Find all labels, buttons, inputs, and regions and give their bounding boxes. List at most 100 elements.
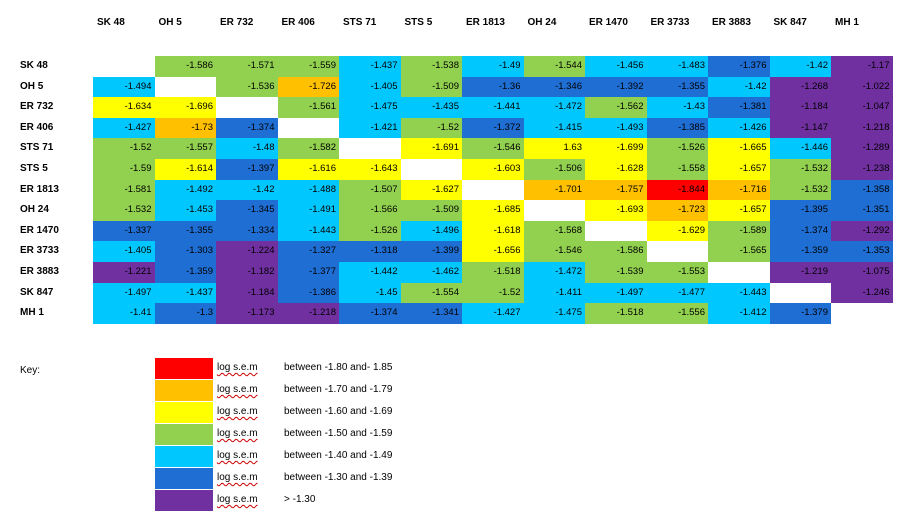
heatmap-cell: -1.526 [339,220,401,242]
heatmap-cell: -1.36 [462,76,524,98]
heatmap-cell: -1.565 [708,241,770,262]
heatmap-cell: -1.494 [93,76,155,98]
heatmap-cell: -1.41 [93,303,155,324]
heatmap-cell: -1.52 [93,138,155,159]
row-label: ER 3733 [20,245,59,257]
key-range: between -1.60 and -1.69 [284,406,393,417]
heatmap-cell: -1.374 [339,303,401,324]
heatmap-cell: -1.582 [277,138,339,159]
heatmap-cell: -1.376 [708,56,770,77]
heatmap-cell [831,303,893,324]
heatmap-cell: -1.589 [708,220,770,242]
heatmap-cell: -1.446 [769,138,831,159]
heatmap-cell: -1.421 [339,117,401,139]
row-label: SK 847 [20,286,54,298]
heatmap-cell: -1.581 [93,179,155,201]
column-header: ER 732 [220,17,254,28]
heatmap-cell: -1.456 [585,56,647,77]
heatmap-cell: -1.427 [462,303,524,324]
heatmap-cell: -1.544 [523,56,585,77]
key-range: between -1.30 and -1.39 [284,472,393,483]
heatmap-cell: -1.49 [462,56,524,77]
heatmap-cell: -1.441 [462,97,524,118]
heatmap-cell: -1.405 [93,241,155,262]
heatmap-cell: -1.493 [585,117,647,139]
row-label: MH 1 [20,307,44,319]
heatmap-cell [523,200,585,221]
key-swatch [155,358,213,379]
heatmap-cell: -1.047 [831,97,893,118]
heatmap-cell: -1.453 [154,200,216,221]
key-swatch [155,402,213,423]
heatmap-cell: -1.518 [462,262,524,283]
heatmap-cell: -1.627 [400,179,462,201]
heatmap-cell: -1.634 [93,97,155,118]
heatmap-cell: -1.221 [93,262,155,283]
heatmap-cell: -1.496 [400,220,462,242]
heatmap-cell: -1.246 [831,282,893,304]
heatmap-cell: -1.614 [154,159,216,180]
heatmap-cell [646,241,708,262]
heatmap-cell: -1.374 [216,117,278,139]
heatmap-cell [277,117,339,139]
heatmap-cell: -1.562 [585,97,647,118]
heatmap-cell: -1.559 [277,56,339,77]
heatmap-cell: -1.147 [769,117,831,139]
column-header: OH 5 [158,17,182,28]
heatmap-cell: -1.346 [523,76,585,98]
heatmap-cell: -1.268 [769,76,831,98]
heatmap-cell: -1.437 [339,56,401,77]
heatmap-cell: -1.355 [154,220,216,242]
heatmap-cell: -1.292 [831,220,893,242]
heatmap-cell: -1.59 [93,159,155,180]
heatmap-cell: -1.381 [708,97,770,118]
heatmap-cell: -1.657 [708,200,770,221]
heatmap-cell: -1.395 [769,200,831,221]
heatmap-cell: -1.491 [277,200,339,221]
key-label: log s.e.m [217,494,258,505]
heatmap-cell: -1.303 [154,241,216,262]
heatmap-cell: -1.184 [769,97,831,118]
heatmap-cell: -1.538 [400,56,462,77]
row-label: ER 406 [20,121,54,133]
heatmap-cell: -1.218 [831,117,893,139]
heatmap-cell: -1.685 [462,200,524,221]
heatmap-cell: -1.518 [585,303,647,324]
heatmap-cell: -1.546 [462,138,524,159]
heatmap-cell: -1.462 [400,262,462,283]
heatmap-cell: -1.844 [646,179,708,201]
heatmap-cell: -1.405 [339,76,401,98]
heatmap-cell: -1.475 [339,97,401,118]
heatmap-cell [769,282,831,304]
heatmap-cell: -1.558 [646,159,708,180]
row-label: ER 732 [20,101,54,113]
column-header: SK 847 [773,17,807,28]
row-label: SK 48 [20,60,48,71]
heatmap-cell: -1.341 [400,303,462,324]
heatmap-cell: -1.52 [462,282,524,304]
heatmap-cell: -1.526 [646,138,708,159]
column-header: OH 24 [527,17,557,28]
heatmap-cell: -1.075 [831,262,893,283]
heatmap-cell: -1.553 [646,262,708,283]
heatmap-cell: -1.509 [400,76,462,98]
heatmap-cell: -1.327 [277,241,339,262]
heatmap-cell: -1.693 [585,200,647,221]
heatmap-cell: -1.539 [585,262,647,283]
heatmap-cell: -1.532 [769,179,831,201]
heatmap-cell [216,97,278,118]
heatmap-cell: -1.399 [400,241,462,262]
key-swatch [155,490,213,511]
key-label: log s.e.m [217,428,258,439]
heatmap-cell: -1.353 [831,241,893,262]
heatmap-cell: -1.656 [462,241,524,262]
heatmap-cell: -1.507 [339,179,401,201]
key-range: > -1.30 [284,494,316,505]
key-swatch [155,380,213,401]
heatmap-cell: -1.426 [708,117,770,139]
heatmap-cell: -1.556 [646,303,708,324]
heatmap-cell [585,220,647,242]
heatmap-cell: -1.173 [216,303,278,324]
heatmap-cell [154,76,216,98]
heatmap-cell: -1.532 [769,159,831,180]
